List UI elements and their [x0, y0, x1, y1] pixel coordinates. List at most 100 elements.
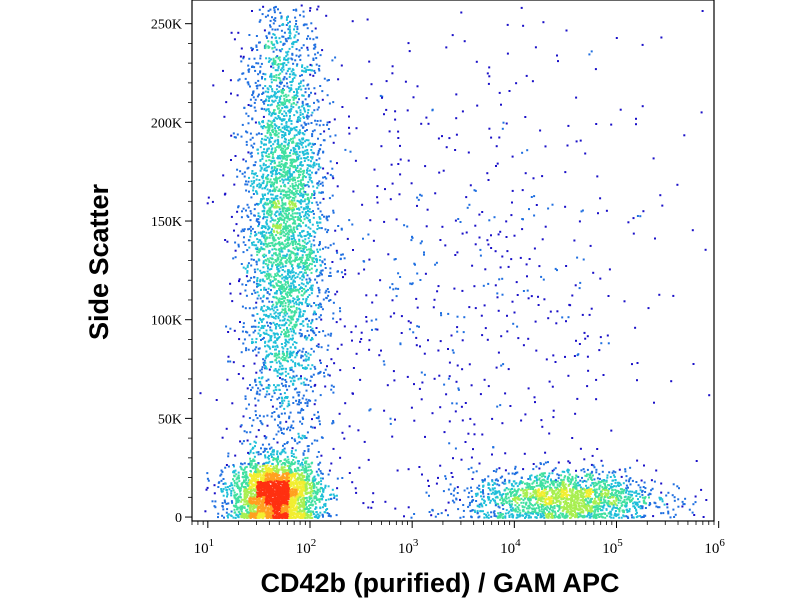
data-point [265, 231, 268, 234]
data-point [270, 75, 273, 78]
data-point [285, 39, 288, 42]
data-point [279, 59, 281, 62]
data-point [278, 372, 281, 375]
data-point [251, 342, 253, 344]
data-point [288, 131, 291, 134]
data-point [304, 214, 307, 216]
data-point [294, 193, 297, 196]
data-point [235, 223, 238, 226]
data-point [275, 259, 278, 262]
data-point [281, 297, 284, 300]
data-point [270, 242, 273, 245]
data-point [300, 488, 303, 491]
data-point [284, 141, 287, 144]
data-point [273, 369, 276, 372]
data-point [289, 242, 292, 245]
data-point [307, 384, 310, 386]
data-point [295, 167, 298, 170]
data-point [290, 235, 293, 238]
data-point [285, 420, 288, 423]
data-point [237, 234, 240, 237]
data-point [283, 443, 286, 445]
data-point [238, 499, 241, 502]
data-point [260, 175, 263, 178]
data-point [257, 212, 260, 215]
data-point [288, 193, 291, 196]
data-point [287, 37, 290, 40]
data-point [298, 303, 300, 306]
data-point [257, 351, 260, 354]
data-point [330, 388, 333, 391]
data-point [256, 183, 259, 186]
data-point [279, 402, 282, 405]
data-point [291, 161, 294, 164]
data-point [284, 152, 287, 155]
data-point [256, 392, 259, 395]
data-point [266, 264, 269, 267]
data-point [330, 462, 333, 465]
data-point [296, 39, 299, 42]
data-point [292, 329, 295, 332]
data-point [260, 227, 263, 229]
data-point [295, 159, 298, 162]
data-point [285, 24, 288, 26]
data-point [246, 266, 249, 269]
data-point [279, 422, 282, 425]
data-point [256, 246, 259, 249]
data-point [325, 216, 328, 219]
data-point [270, 210, 273, 213]
data-point [267, 198, 270, 201]
data-point [292, 383, 295, 386]
data-point [272, 332, 275, 335]
data-point [278, 154, 281, 157]
data-point [278, 101, 281, 103]
data-point [248, 307, 251, 310]
data-point [310, 271, 313, 274]
data-point [302, 248, 305, 251]
data-point [267, 457, 270, 460]
data-point [261, 254, 264, 257]
data-point [268, 59, 271, 62]
data-point [310, 375, 313, 378]
data-point [326, 231, 329, 234]
data-point [284, 257, 287, 259]
data-point [282, 181, 285, 184]
data-point [299, 117, 302, 120]
data-point [294, 152, 297, 155]
data-point [290, 368, 293, 371]
data-point [281, 151, 283, 154]
data-point [281, 350, 284, 353]
data-point [260, 384, 263, 387]
data-point [283, 118, 286, 121]
data-point [254, 231, 257, 234]
data-point [301, 132, 304, 135]
data-point [279, 176, 282, 179]
data-point [331, 167, 334, 170]
data-point [286, 477, 289, 480]
data-point [270, 78, 273, 81]
data-point [246, 491, 249, 493]
data-point [287, 335, 290, 338]
data-point [302, 10, 305, 13]
data-point [307, 356, 310, 359]
data-point [281, 107, 284, 110]
data-point [261, 137, 263, 140]
data-point [306, 217, 309, 220]
data-point [272, 295, 275, 298]
data-point [288, 238, 290, 241]
data-point [295, 88, 298, 91]
data-point [308, 504, 310, 507]
data-point [257, 62, 260, 65]
data-point [312, 373, 315, 376]
data-point [336, 290, 339, 293]
data-point [293, 248, 296, 251]
data-point [277, 57, 280, 60]
data-point [267, 124, 270, 126]
data-point [254, 172, 257, 175]
data-point [266, 199, 269, 202]
data-point [324, 486, 327, 489]
data-point [331, 194, 334, 197]
data-point [278, 388, 281, 391]
data-point [316, 516, 319, 519]
data-point [257, 218, 260, 221]
